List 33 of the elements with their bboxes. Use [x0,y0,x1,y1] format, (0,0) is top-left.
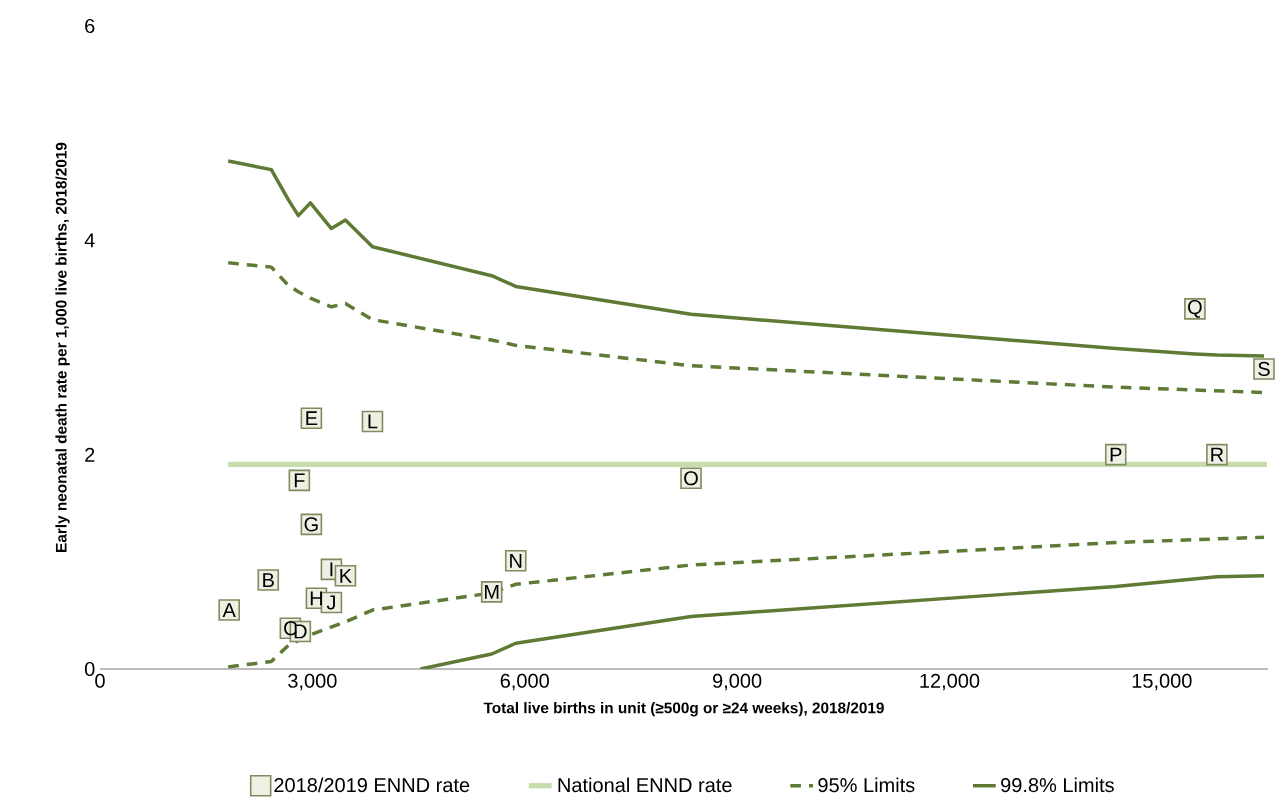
annotation: O [684,471,698,486]
x-tick-label: 12,000 [920,673,980,691]
annotation: E [306,411,318,426]
y-tick-label: 6 [85,18,95,34]
annotation: R [1211,447,1224,462]
x-tick-label: 15,000 [1132,673,1192,691]
annotation: G [304,517,318,532]
annotation: A [222,603,236,617]
annotation: L [368,414,378,429]
annotation: F [294,473,305,488]
y-tick-label: 4 [84,233,95,248]
annotation: M [484,584,499,599]
legend-label: 95% Limits [818,777,915,793]
annotation: Q [1188,300,1202,318]
annotation: N [510,553,522,568]
legend-label: 99.8% Limits [1001,777,1114,793]
line-series [418,574,1266,669]
x-axis-title: Total live births in unit (≥500g or ≥24 weeks), 2018/2019 [483,702,884,717]
legend-label: 2018/2019 ENND rate [274,777,470,793]
annotation: P [1110,447,1122,462]
x-tick-label: 0 [95,673,105,688]
y-tick-label: 2 [85,447,95,462]
annotation: K [340,568,352,583]
legend-label: National ENND rate [558,777,732,793]
annotation: I [330,562,333,577]
x-tick-label: 9,000 [713,673,762,691]
x-tick-label: 6,000 [500,673,549,691]
y-tick-label: 0 [84,661,95,677]
x-tick-label: 3,000 [288,673,337,691]
annotation: J [326,595,335,610]
annotation: B [263,573,274,587]
annotation: S [1258,361,1270,377]
y-axis-title: Early neonatal death rate per 1,000 live births, 2018/2019 [55,142,70,552]
